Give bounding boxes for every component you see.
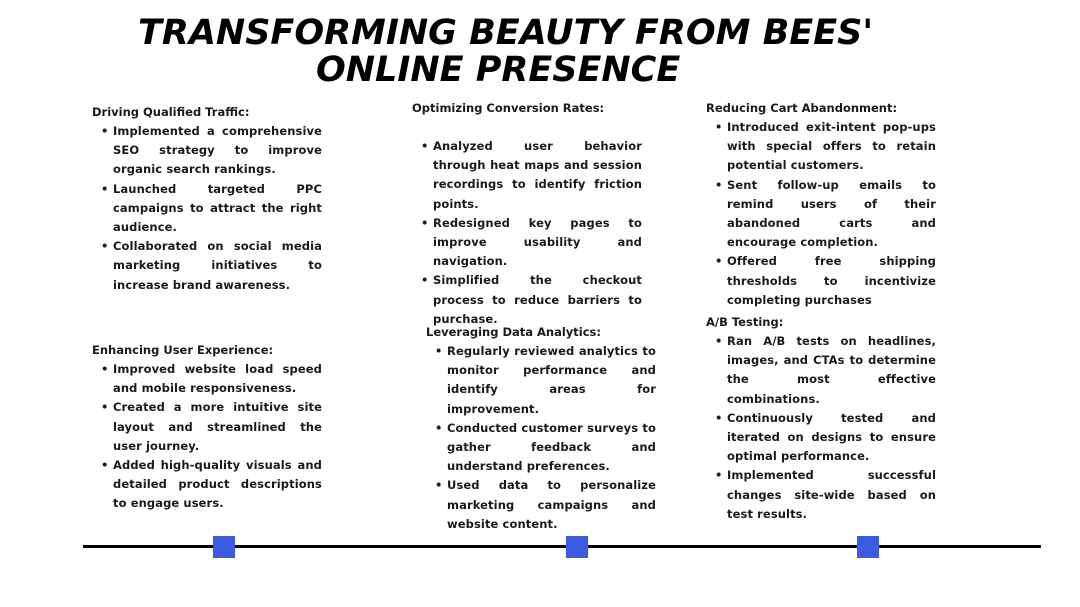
- spacer: [412, 118, 642, 137]
- list-item: Implemented successful changes site-wide…: [706, 466, 936, 524]
- list-item: Sent follow-up emails to remind users of…: [706, 176, 936, 253]
- bullet-list: Ran A/B tests on headlines, images, and …: [706, 332, 936, 524]
- timeline-marker: [566, 536, 588, 558]
- list-item: Redesigned key pages to improve usabilit…: [412, 214, 642, 272]
- section-heading: Reducing Cart Abandonment:: [706, 101, 898, 115]
- list-item: Continuously tested and iterated on desi…: [706, 409, 936, 467]
- list-item: Used data to personalize marketing campa…: [426, 476, 656, 534]
- list-item: Introduced exit-intent pop-ups with spec…: [706, 118, 936, 176]
- section-heading: A/B Testing:: [706, 315, 784, 329]
- section-data-analytics: Leveraging Data Analytics: Regularly rev…: [426, 323, 656, 534]
- list-item: Analyzed user behavior through heat maps…: [412, 137, 642, 214]
- list-item: Launched targeted PPC campaigns to attra…: [92, 180, 322, 238]
- list-item: Ran A/B tests on headlines, images, and …: [706, 332, 936, 409]
- title-line-2: ONLINE PRESENCE: [316, 50, 681, 90]
- section-heading: Leveraging Data Analytics:: [426, 325, 602, 339]
- bullet-list: Regularly reviewed analytics to monitor …: [426, 342, 656, 534]
- section-heading: Driving Qualified Traffic:: [92, 105, 250, 119]
- list-item: Conducted customer surveys to gather fee…: [426, 419, 656, 477]
- bullet-list: Improved website load speed and mobile r…: [92, 360, 322, 514]
- list-item: Improved website load speed and mobile r…: [92, 360, 322, 398]
- section-user-experience: Enhancing User Experience: Improved webs…: [92, 341, 322, 514]
- timeline-marker: [213, 536, 235, 558]
- section-cart-abandonment: Reducing Cart Abandonment: Introduced ex…: [706, 99, 936, 310]
- title-line-1: TRANSFORMING BEAUTY FROM BEES': [138, 13, 874, 53]
- list-item: Implemented a comprehensive SEO strategy…: [92, 122, 322, 180]
- list-item: Collaborated on social media marketing i…: [92, 237, 322, 295]
- section-heading: Enhancing User Experience:: [92, 343, 274, 357]
- bullet-list: Introduced exit-intent pop-ups with spec…: [706, 118, 936, 310]
- list-item: Regularly reviewed analytics to monitor …: [426, 342, 656, 419]
- timeline-line: [83, 545, 1041, 548]
- bullet-list: Analyzed user behavior through heat maps…: [412, 137, 642, 329]
- list-item: Created a more intuitive site layout and…: [92, 398, 322, 456]
- section-conversion-rates: Optimizing Conversion Rates: Analyzed us…: [412, 99, 642, 329]
- section-heading: Optimizing Conversion Rates:: [412, 101, 605, 115]
- list-item: Added high-quality visuals and detailed …: [92, 456, 322, 514]
- list-item: Simplified the checkout process to reduc…: [412, 271, 642, 329]
- section-driving-traffic: Driving Qualified Traffic: Implemented a…: [92, 103, 322, 295]
- list-item: Offered free shipping thresholds to ince…: [706, 252, 936, 310]
- timeline-marker: [857, 536, 879, 558]
- bullet-list: Implemented a comprehensive SEO strategy…: [92, 122, 322, 295]
- section-ab-testing: A/B Testing: Ran A/B tests on headlines,…: [706, 313, 936, 524]
